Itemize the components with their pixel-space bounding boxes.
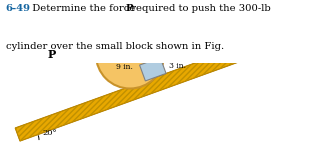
- Text: Determine the force: Determine the force: [26, 4, 138, 13]
- Text: P: P: [125, 4, 133, 13]
- Text: 20°: 20°: [42, 129, 57, 137]
- Polygon shape: [139, 58, 166, 81]
- Text: P: P: [48, 49, 56, 60]
- Text: 6-49: 6-49: [6, 4, 31, 13]
- Polygon shape: [15, 46, 245, 141]
- Text: 3 in.: 3 in.: [169, 62, 186, 70]
- Text: cylinder over the small block shown in Fig.: cylinder over the small block shown in F…: [6, 42, 224, 51]
- Circle shape: [96, 21, 164, 89]
- Text: required to push the 300-lb: required to push the 300-lb: [128, 4, 271, 13]
- Text: 9 in.: 9 in.: [116, 63, 133, 71]
